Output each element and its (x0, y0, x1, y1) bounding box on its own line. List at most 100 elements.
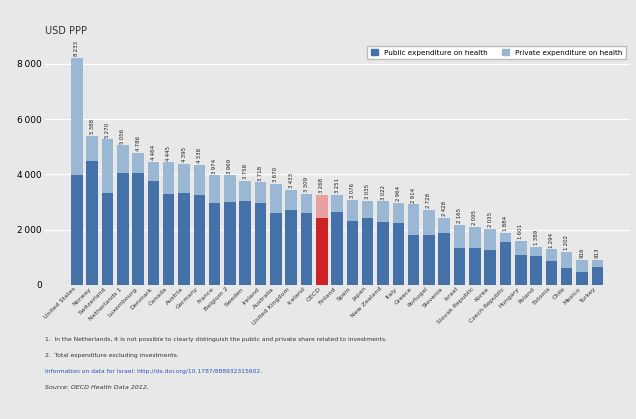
Bar (163, 162, 174, 194)
Bar (209, 203, 220, 285)
Bar (209, 175, 220, 203)
Bar (331, 212, 343, 285)
Bar (132, 153, 144, 173)
Text: 3 718: 3 718 (258, 166, 263, 181)
Bar (530, 246, 542, 256)
Bar (163, 194, 174, 285)
Bar (71, 57, 83, 176)
Bar (148, 162, 159, 181)
Bar (270, 212, 282, 285)
Bar (117, 173, 128, 285)
Text: 2 035: 2 035 (488, 212, 493, 227)
Bar (286, 210, 297, 285)
Text: 2 914: 2 914 (411, 188, 416, 203)
Bar (102, 193, 113, 285)
Bar (500, 242, 511, 285)
Text: 3 758: 3 758 (243, 164, 248, 179)
Text: 1 389: 1 389 (534, 230, 539, 245)
Bar (454, 225, 466, 248)
Bar (576, 260, 588, 272)
Bar (117, 145, 128, 173)
Bar (270, 184, 282, 212)
Text: 3 022: 3 022 (380, 185, 385, 200)
Text: 1 601: 1 601 (518, 224, 523, 239)
Bar (438, 218, 450, 233)
Bar (255, 182, 266, 203)
Text: 1 884: 1 884 (503, 216, 508, 231)
Text: 3 268: 3 268 (319, 178, 324, 193)
Text: 4 445: 4 445 (166, 145, 171, 160)
Bar (193, 195, 205, 285)
Bar (331, 195, 343, 212)
Text: 3 969: 3 969 (228, 158, 232, 173)
Bar (408, 235, 419, 285)
Bar (86, 161, 98, 285)
Text: 5 388: 5 388 (90, 119, 95, 134)
Bar (316, 195, 328, 218)
Bar (469, 248, 481, 285)
Legend: Public expenditure on health, Private expenditure on health: Public expenditure on health, Private ex… (368, 46, 626, 59)
Text: 913: 913 (595, 248, 600, 258)
Text: 3 433: 3 433 (289, 173, 294, 189)
Bar (546, 249, 557, 261)
Text: 1 294: 1 294 (549, 233, 554, 248)
Bar (454, 248, 466, 285)
Text: 4 786: 4 786 (135, 136, 141, 151)
Bar (193, 165, 205, 195)
Bar (561, 252, 572, 268)
Bar (347, 200, 358, 222)
Bar (576, 272, 588, 285)
Bar (224, 202, 236, 285)
Text: 4 395: 4 395 (181, 147, 186, 162)
Text: 3 670: 3 670 (273, 167, 279, 182)
Bar (148, 181, 159, 285)
Text: 1 202: 1 202 (564, 235, 569, 250)
Text: 3 076: 3 076 (350, 183, 355, 198)
Bar (438, 233, 450, 285)
Bar (316, 218, 328, 285)
Bar (240, 201, 251, 285)
Bar (485, 250, 496, 285)
Bar (392, 223, 404, 285)
Bar (515, 256, 527, 285)
Bar (408, 204, 419, 235)
Bar (423, 235, 434, 285)
Bar (301, 194, 312, 213)
Bar (362, 217, 373, 285)
Bar (561, 268, 572, 285)
Bar (469, 227, 481, 248)
Bar (178, 193, 190, 285)
Text: 2 165: 2 165 (457, 208, 462, 223)
Text: Source: OECD Health Data 2012.: Source: OECD Health Data 2012. (45, 385, 148, 390)
Bar (591, 266, 603, 285)
Bar (423, 210, 434, 235)
Bar (591, 260, 603, 266)
Bar (500, 233, 511, 242)
Text: 3 035: 3 035 (365, 184, 370, 199)
Bar (546, 261, 557, 285)
Text: 1.  In the Netherlands, it is not possible to clearly distinguish the public and: 1. In the Netherlands, it is not possibl… (45, 337, 387, 342)
Text: 4 338: 4 338 (197, 148, 202, 163)
Bar (132, 173, 144, 285)
Text: 8 233: 8 233 (74, 41, 80, 56)
Bar (347, 222, 358, 285)
Bar (377, 202, 389, 222)
Text: 4 464: 4 464 (151, 145, 156, 160)
Bar (286, 190, 297, 210)
Text: 3 309: 3 309 (304, 177, 309, 192)
Bar (240, 181, 251, 201)
Bar (255, 203, 266, 285)
Bar (362, 201, 373, 217)
Text: 5 056: 5 056 (120, 129, 125, 144)
Text: 916: 916 (579, 248, 584, 258)
Bar (485, 229, 496, 250)
Bar (377, 222, 389, 285)
Text: 2.  Total expenditure excluding investments.: 2. Total expenditure excluding investmen… (45, 353, 178, 358)
Text: 2 095: 2 095 (473, 210, 478, 225)
Text: 2 964: 2 964 (396, 186, 401, 202)
Bar (102, 140, 113, 193)
Text: 2 428: 2 428 (442, 201, 446, 216)
Bar (178, 163, 190, 193)
Text: USD PPP: USD PPP (45, 26, 86, 36)
Bar (392, 203, 404, 223)
